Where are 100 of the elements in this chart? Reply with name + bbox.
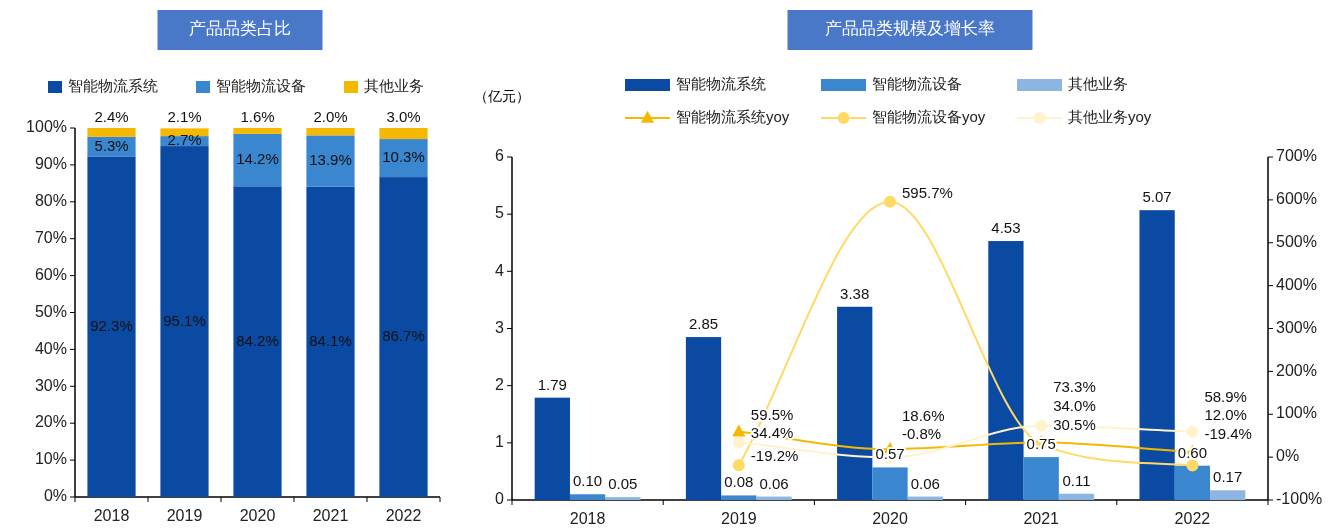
y-tick-label: 2 bbox=[495, 375, 505, 393]
bar bbox=[379, 128, 428, 140]
x-tick-label: 2020 bbox=[239, 507, 276, 525]
legend-label: 其他业务yoy bbox=[1068, 107, 1152, 125]
x-tick-label: 2019 bbox=[166, 507, 203, 525]
y2-tick-label: 400% bbox=[1276, 275, 1317, 293]
bar bbox=[1023, 457, 1059, 500]
bar bbox=[721, 495, 757, 500]
y-tick-label: 80% bbox=[34, 192, 67, 210]
data-label: 2.7% bbox=[167, 131, 202, 149]
data-label: 92.3% bbox=[90, 316, 133, 334]
y2-tick-label: 700% bbox=[1276, 147, 1317, 165]
y2-tick-label: 0% bbox=[1276, 447, 1300, 465]
x-tick-label: 2021 bbox=[1023, 510, 1060, 528]
data-label: 1.79 bbox=[537, 375, 567, 393]
bar bbox=[233, 186, 282, 497]
data-label: 0.05 bbox=[608, 475, 638, 493]
data-label: 95.1% bbox=[163, 311, 206, 329]
data-label: 2.85 bbox=[688, 315, 719, 333]
x-tick-label: 2022 bbox=[385, 507, 422, 525]
data-label: 2.4% bbox=[94, 107, 129, 125]
x-tick-label: 2022 bbox=[1174, 510, 1211, 528]
data-label: 4.53 bbox=[991, 219, 1021, 236]
point bbox=[732, 424, 746, 437]
bar bbox=[233, 133, 282, 187]
y-tick-label: 90% bbox=[34, 155, 67, 173]
bar bbox=[605, 497, 641, 500]
x-tick-label: 2018 bbox=[93, 507, 130, 525]
bar bbox=[1210, 490, 1246, 500]
y-tick-label: 5 bbox=[495, 204, 505, 222]
y-tick-label: 30% bbox=[34, 376, 67, 394]
y-tick-label: 40% bbox=[34, 339, 67, 357]
bar bbox=[87, 128, 136, 137]
bar bbox=[534, 397, 570, 500]
bar bbox=[87, 156, 136, 497]
data-label: 30.5% bbox=[1053, 416, 1096, 434]
chart-title: 产品品类规模及增长率 bbox=[825, 19, 995, 39]
y2-tick-label: 600% bbox=[1276, 190, 1317, 208]
data-label: -19.2% bbox=[750, 447, 799, 465]
legend-label: 智能物流设备 bbox=[216, 76, 306, 94]
y2-tick-label: 500% bbox=[1276, 232, 1317, 250]
bar bbox=[988, 241, 1024, 500]
y-tick-label: 50% bbox=[34, 302, 67, 320]
data-label: 18.6% bbox=[902, 407, 945, 425]
bar bbox=[685, 337, 722, 500]
point bbox=[1186, 425, 1199, 438]
x-tick-label: 2020 bbox=[872, 510, 908, 528]
legend-label: 智能物流设备 bbox=[872, 74, 962, 92]
bar bbox=[233, 128, 282, 134]
legend-label: 智能物流系统yoy bbox=[676, 107, 790, 125]
point bbox=[884, 195, 896, 208]
x-tick-label: 2019 bbox=[721, 510, 757, 528]
bar bbox=[872, 467, 908, 500]
bar bbox=[306, 128, 355, 136]
y2-tick-label: 200% bbox=[1276, 361, 1317, 379]
data-label: 3.38 bbox=[840, 284, 870, 302]
bar bbox=[1058, 493, 1095, 500]
data-label: 84.2% bbox=[236, 331, 279, 349]
data-label: 0.11 bbox=[1062, 471, 1091, 489]
data-label: 34.0% bbox=[1053, 396, 1096, 414]
point bbox=[1035, 419, 1048, 432]
bar bbox=[379, 177, 428, 497]
data-label: 84.1% bbox=[309, 331, 352, 349]
data-label: 0.08 bbox=[724, 473, 754, 491]
data-label: -19.4% bbox=[1204, 425, 1252, 443]
data-label: 0.10 bbox=[573, 472, 603, 490]
data-label: 86.7% bbox=[382, 327, 425, 345]
bar bbox=[569, 494, 606, 500]
data-label: 12.0% bbox=[1204, 405, 1247, 423]
data-label: 2.1% bbox=[167, 108, 202, 126]
y-tick-label: 0 bbox=[495, 490, 505, 508]
y-tick-label: 10% bbox=[34, 450, 67, 468]
data-label: 3.0% bbox=[386, 107, 421, 125]
data-label: 0.06 bbox=[910, 474, 940, 492]
y-tick-label: 100% bbox=[26, 118, 67, 136]
point bbox=[732, 459, 745, 472]
bar bbox=[160, 146, 209, 497]
bar bbox=[1174, 465, 1211, 500]
chart-title: 产品品类占比 bbox=[189, 19, 291, 39]
y2-tick-label: -100% bbox=[1276, 490, 1323, 508]
x-tick-label: 2018 bbox=[569, 510, 606, 528]
bar bbox=[1139, 210, 1175, 500]
y-axis-title: （亿元） bbox=[474, 87, 530, 104]
data-label: 73.3% bbox=[1053, 377, 1096, 395]
x-tick-label: 2021 bbox=[312, 507, 349, 525]
data-label: 2.0% bbox=[313, 107, 348, 125]
legend-label: 智能物流设备yoy bbox=[872, 107, 986, 125]
data-label: 5.07 bbox=[1142, 188, 1172, 206]
legend-label: 智能物流系统 bbox=[68, 76, 158, 94]
y-tick-label: 0% bbox=[43, 487, 67, 505]
bar bbox=[837, 306, 873, 500]
y-tick-label: 6 bbox=[495, 147, 505, 165]
y2-tick-label: 100% bbox=[1276, 404, 1317, 422]
data-label: 0.17 bbox=[1213, 468, 1243, 486]
data-label: 0.57 bbox=[875, 445, 905, 463]
data-label: 58.9% bbox=[1204, 387, 1247, 405]
y2-tick-label: 300% bbox=[1276, 318, 1317, 336]
legend-label: 其他业务 bbox=[1068, 74, 1128, 92]
data-label: 13.9% bbox=[309, 150, 352, 168]
point bbox=[1186, 459, 1199, 472]
